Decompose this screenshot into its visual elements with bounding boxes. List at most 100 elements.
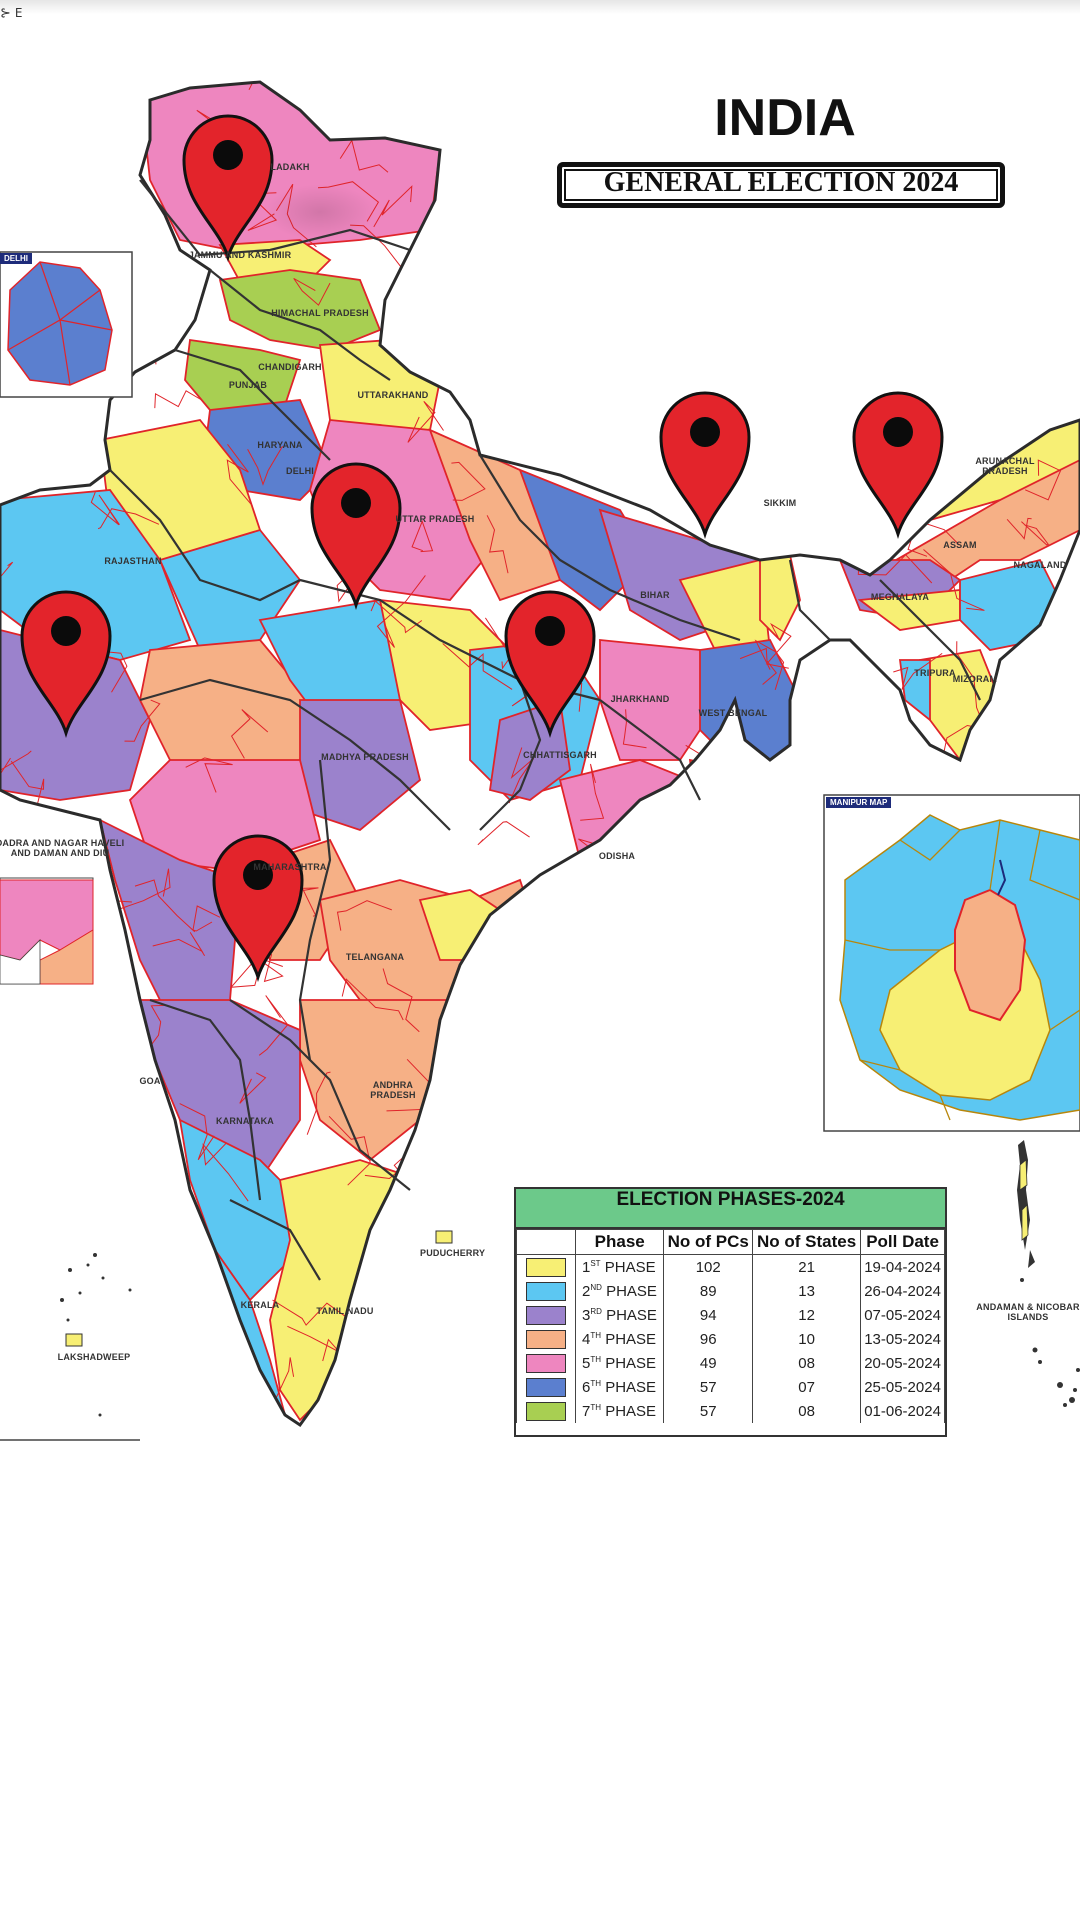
map-pin-icon[interactable] <box>852 391 944 540</box>
district-border <box>124 699 161 742</box>
phase-region-odisha-east <box>688 758 742 852</box>
district-border <box>497 82 522 127</box>
phase-label: PHASE <box>606 1306 657 1324</box>
legend-row: 5TH PHASE 49 08 20-05-2024 <box>516 1351 945 1375</box>
label-jammu-kashmir: JAMMU AND KASHMIR <box>188 250 292 260</box>
puducherry-swatch <box>435 1230 453 1244</box>
pcs-cell: 57 <box>663 1375 754 1399</box>
phase-color-swatch <box>526 1377 566 1397</box>
map-pin-icon[interactable] <box>504 590 596 739</box>
compass: ⊱ E <box>0 6 23 21</box>
district-border <box>10 760 45 807</box>
legend-swatch-cell <box>516 1375 576 1399</box>
date-cell: 26-04-2024 <box>860 1279 945 1303</box>
district-border <box>591 238 660 255</box>
label-lakshadweep: LAKSHADWEEP <box>57 1352 131 1362</box>
map-pin-icon[interactable] <box>20 590 112 739</box>
phase-cell: 4TH PHASE <box>574 1327 665 1351</box>
phase-color-swatch <box>526 1305 566 1325</box>
district-border <box>142 293 174 352</box>
label-tamil-nadu: TAMIL NADU <box>316 1306 374 1316</box>
district-border <box>1025 459 1062 501</box>
district-border <box>139 265 173 321</box>
district-border <box>336 900 392 931</box>
district-border <box>149 28 186 81</box>
label-sikkim: SIKKIM <box>763 498 797 508</box>
label-ladakh: LADAKH <box>270 162 310 172</box>
legend-row: 6TH PHASE 57 07 25-05-2024 <box>516 1375 945 1399</box>
district-border <box>765 622 792 669</box>
date-cell: 01-06-2024 <box>860 1399 945 1423</box>
phase-color-swatch <box>526 1329 566 1349</box>
district-border <box>548 279 615 331</box>
label-maharashtra: MAHARASHTRA <box>253 862 327 872</box>
label-chandigarh: CHANDIGARH <box>258 362 322 372</box>
pcs-cell: 102 <box>663 1254 754 1279</box>
header-phase: Phase <box>574 1229 665 1255</box>
district-border <box>0 750 32 784</box>
pcs-cell: 49 <box>663 1351 754 1375</box>
label-uttarakhand: UTTARAKHAND <box>357 390 429 400</box>
label-punjab: PUNJAB <box>228 380 268 390</box>
label-karnataka: KARNATAKA <box>216 1116 274 1126</box>
states-cell: 08 <box>752 1399 862 1423</box>
legend-swatch-cell <box>516 1351 576 1375</box>
label-madhya-pradesh: MADHYA PRADESH <box>321 752 409 762</box>
district-border <box>745 232 788 261</box>
delhi-inset-tag: DELHI <box>0 253 32 264</box>
district-border <box>567 96 600 140</box>
delhi-inset <box>0 251 133 398</box>
district-border <box>1043 1134 1080 1159</box>
phase-region-odisha-south <box>538 858 652 941</box>
legend-swatch-cell <box>516 1303 576 1327</box>
map-pin-icon[interactable] <box>212 834 304 983</box>
phase-ordinal: TH <box>590 1330 602 1340</box>
india-map[interactable] <box>0 0 1080 1450</box>
district-border <box>1071 340 1080 378</box>
district-border <box>339 139 389 173</box>
district-border <box>617 936 655 972</box>
label-haryana: HARYANA <box>257 440 303 450</box>
legend-swatch-cell <box>516 1327 576 1351</box>
pcs-cell: 89 <box>663 1279 754 1303</box>
date-cell: 07-05-2024 <box>860 1303 945 1327</box>
district-border <box>739 647 777 685</box>
label-himachal-pradesh: HIMACHAL PRADESH <box>271 308 369 318</box>
district-border <box>130 1115 160 1152</box>
dnh-dd-inset <box>0 877 94 985</box>
legend-header-row: Phase No of PCs No of States Poll Date <box>516 1229 945 1255</box>
pcs-cell: 57 <box>663 1399 754 1423</box>
phase-ordinal: TH <box>590 1354 602 1364</box>
map-pin-icon[interactable] <box>310 462 402 611</box>
district-border <box>622 709 647 749</box>
district-border <box>137 1246 208 1272</box>
phase-cell: 3RD PHASE <box>574 1303 665 1327</box>
date-cell: 13-05-2024 <box>860 1327 945 1351</box>
district-border <box>432 234 458 271</box>
map-pin-icon[interactable] <box>659 391 751 540</box>
district-border <box>816 524 843 546</box>
label-tripura: TRIPURA <box>914 668 956 678</box>
pcs-cell: 94 <box>663 1303 754 1327</box>
map-pins <box>20 114 944 983</box>
district-border <box>272 1299 346 1326</box>
district-border <box>811 361 839 397</box>
district-border <box>1037 221 1070 280</box>
states-cell: 07 <box>752 1375 862 1399</box>
district-border <box>341 978 404 1021</box>
label-nagaland: NAGALAND <box>1013 560 1067 570</box>
district-border <box>97 508 160 530</box>
district-border <box>12 424 64 456</box>
district-border <box>1006 517 1032 540</box>
manipur-inset <box>823 794 1080 1132</box>
district-border <box>185 757 233 793</box>
district-border <box>783 279 839 312</box>
district-border <box>376 575 426 648</box>
district-border <box>62 1015 88 1085</box>
label-mizoram: MIZORAM <box>952 674 998 684</box>
map-pin-icon[interactable] <box>182 114 274 263</box>
district-border <box>599 893 634 973</box>
label-chhattisgarh: CHHATTISGARH <box>523 750 597 760</box>
phase-number: 2 <box>582 1282 591 1300</box>
label-delhi: DELHI <box>286 466 314 476</box>
